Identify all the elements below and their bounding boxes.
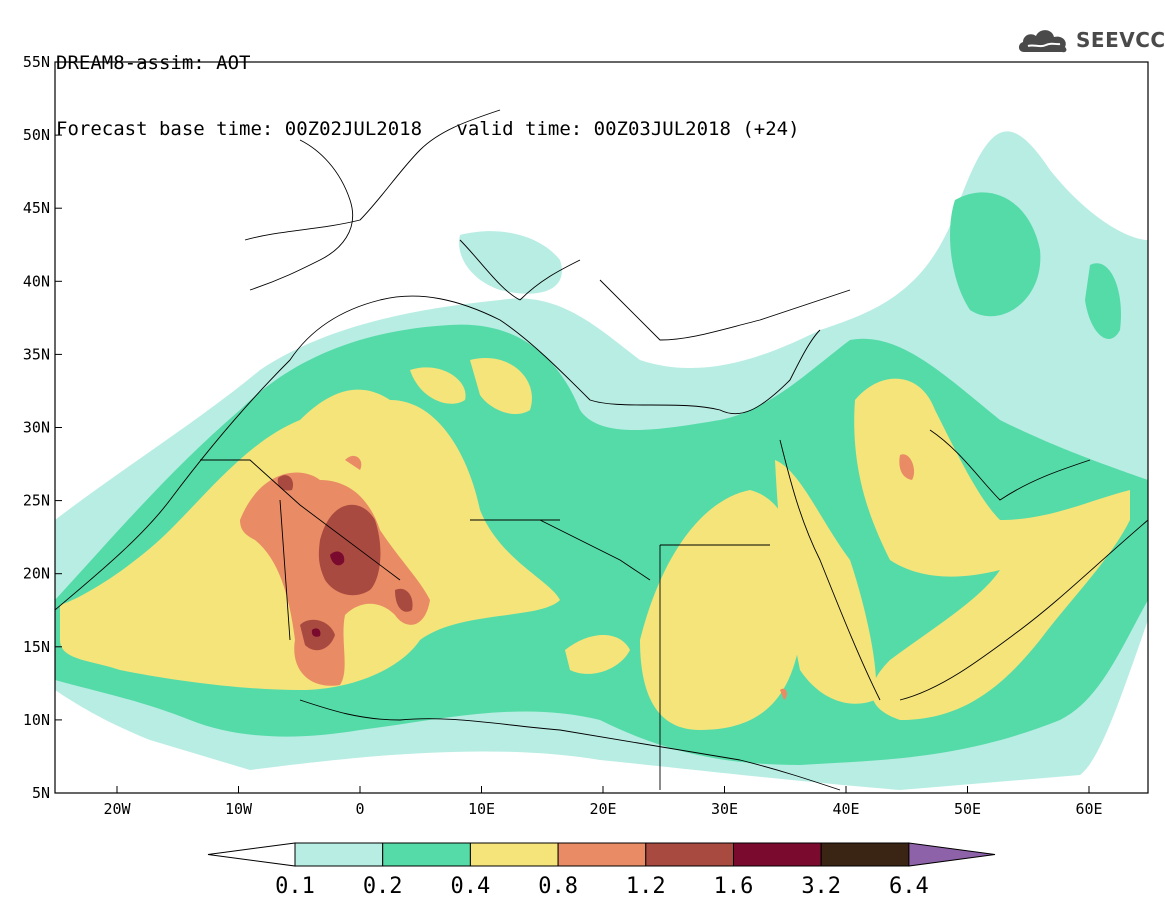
valid-time: valid time: 00Z03JUL2018 (+24) (456, 118, 800, 140)
colorbar-over-arrow (908, 842, 996, 867)
lat-label: 55N (23, 53, 50, 71)
lat-label: 35N (23, 345, 50, 363)
forecast-base-time: Forecast base time: 00Z02JUL2018 (56, 118, 423, 140)
seevccc-logo: SEEVCCC (1016, 24, 1165, 58)
colorbar-label: 6.4 (889, 874, 929, 899)
title-times: Forecast base time: 00Z02JUL2018 valid t… (56, 118, 800, 140)
lat-label: 40N (23, 272, 50, 290)
colorbar-label: 0.2 (363, 874, 403, 899)
colorbar-swatch (382, 842, 471, 867)
colorbar-swatch (645, 842, 734, 867)
longitude-axis: 20W 10W 0 10E 20E 30E 40E 50E 60E (103, 786, 1103, 818)
title-product: DREAM8-assim: AOT (56, 52, 251, 74)
colorbar-label: 0.1 (275, 874, 315, 899)
lat-label: 5N (32, 784, 50, 802)
lon-label: 30E (711, 800, 738, 818)
lat-label: 50N (23, 126, 50, 144)
cloud-logo-icon (1018, 30, 1067, 53)
lat-label: 25N (23, 492, 50, 510)
coastlines (55, 109, 1148, 791)
lon-label: 60E (1075, 800, 1102, 818)
lat-label: 15N (23, 638, 50, 656)
logo-text: SEEVCCC (1076, 28, 1165, 52)
colorbar-label: 3.2 (801, 874, 841, 899)
latitude-axis: 55N 50N 45N 40N 35N 30N 25N 20N 15N 10N 5N (23, 53, 62, 802)
aot-field (55, 62, 1148, 793)
map-title: DREAM8-assim: AOT Forecast base time: 00… (56, 8, 800, 162)
lat-label: 45N (23, 199, 50, 217)
lat-label: 10N (23, 711, 50, 729)
colorbar-swatch (733, 842, 822, 867)
colorbar: 0.1 0.2 0.4 0.8 1.2 1.6 3.2 6.4 (207, 842, 996, 899)
lat-label: 20N (23, 565, 50, 583)
colorbar-label: 0.8 (538, 874, 578, 899)
lon-label: 50E (954, 800, 981, 818)
colorbar-swatch (820, 842, 910, 867)
colorbar-swatch (557, 842, 647, 867)
colorbar-swatch (469, 842, 559, 867)
lon-label: 0 (355, 800, 364, 818)
lon-label: 40E (832, 800, 859, 818)
lon-label: 20W (103, 800, 131, 818)
colorbar-swatch (294, 842, 384, 867)
colorbar-under-arrow (207, 842, 296, 867)
lat-label: 30N (23, 419, 50, 437)
colorbar-label: 1.2 (626, 874, 666, 899)
colorbar-label: 0.4 (451, 874, 491, 899)
colorbar-label: 1.6 (714, 874, 754, 899)
lon-label: 10W (225, 800, 253, 818)
lon-label: 20E (589, 800, 616, 818)
lon-label: 10E (468, 800, 495, 818)
